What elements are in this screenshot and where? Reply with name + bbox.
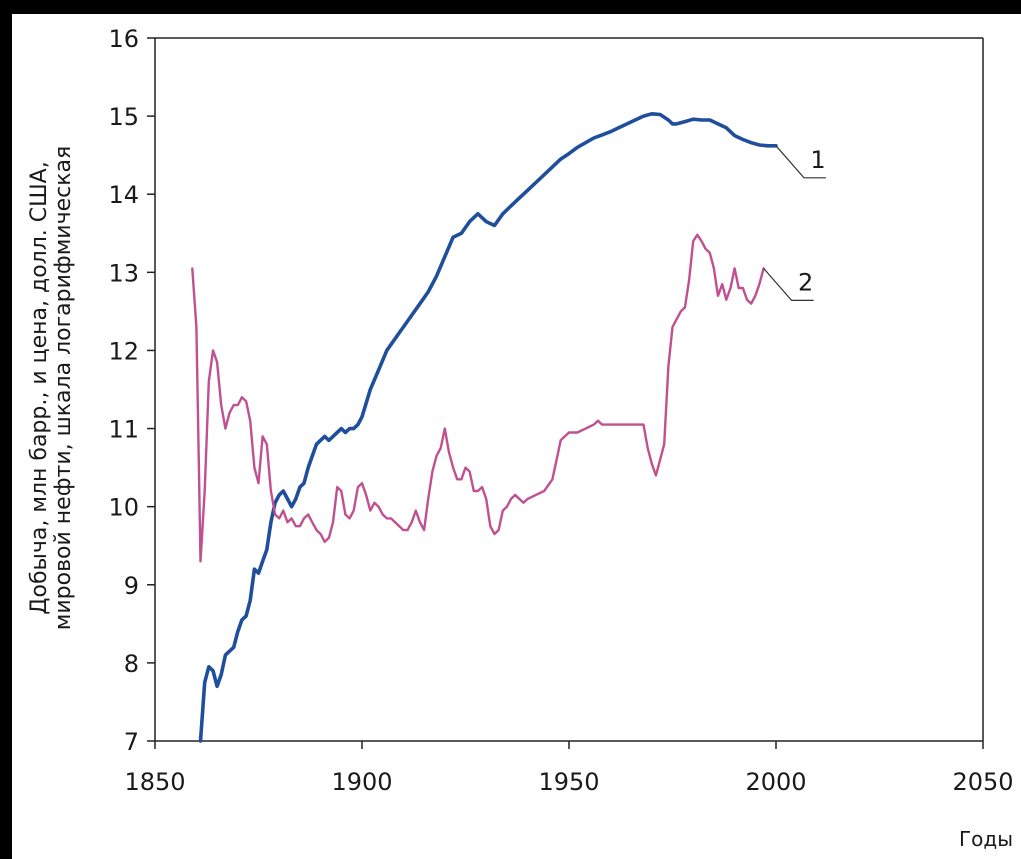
y-tick-label: 16 xyxy=(108,25,139,53)
y-tick-label: 10 xyxy=(108,494,139,522)
x-tick-label: 1950 xyxy=(538,768,599,796)
y-axis-label-line2: мировой нефти, шкала логарифмическая xyxy=(51,146,76,630)
series-line-1 xyxy=(198,112,778,743)
series-tag-2: 2 xyxy=(798,268,813,296)
y-axis-label-line1: Добыча, млн барр., и цена, долл. США, xyxy=(27,161,52,614)
y-axis-label: Добыча, млн барр., и цена, долл. США, ми… xyxy=(27,146,76,630)
y-tick-label: 8 xyxy=(124,650,139,678)
x-tick-label: 1900 xyxy=(331,768,392,796)
y-tick-label: 15 xyxy=(108,103,139,131)
x-tick-label: 2050 xyxy=(952,768,1013,796)
y-tick-label: 9 xyxy=(124,572,139,600)
x-tick-label: 1850 xyxy=(124,768,185,796)
y-tick-label: 7 xyxy=(124,728,139,756)
x-tick-label: 2000 xyxy=(745,768,806,796)
y-tick-label: 14 xyxy=(108,181,139,209)
y-tick-label: 12 xyxy=(108,337,139,365)
series-leader-1 xyxy=(775,145,826,179)
series-tag-1: 1 xyxy=(810,146,825,174)
plot-panel xyxy=(12,14,1021,859)
series-line-2 xyxy=(191,233,765,563)
y-tick-label: 11 xyxy=(108,416,139,444)
x-axis-label: Годы xyxy=(959,827,1013,851)
y-tick-label: 13 xyxy=(108,259,139,287)
series-layer: 12 xyxy=(191,112,826,743)
series-leader-2 xyxy=(763,268,814,301)
